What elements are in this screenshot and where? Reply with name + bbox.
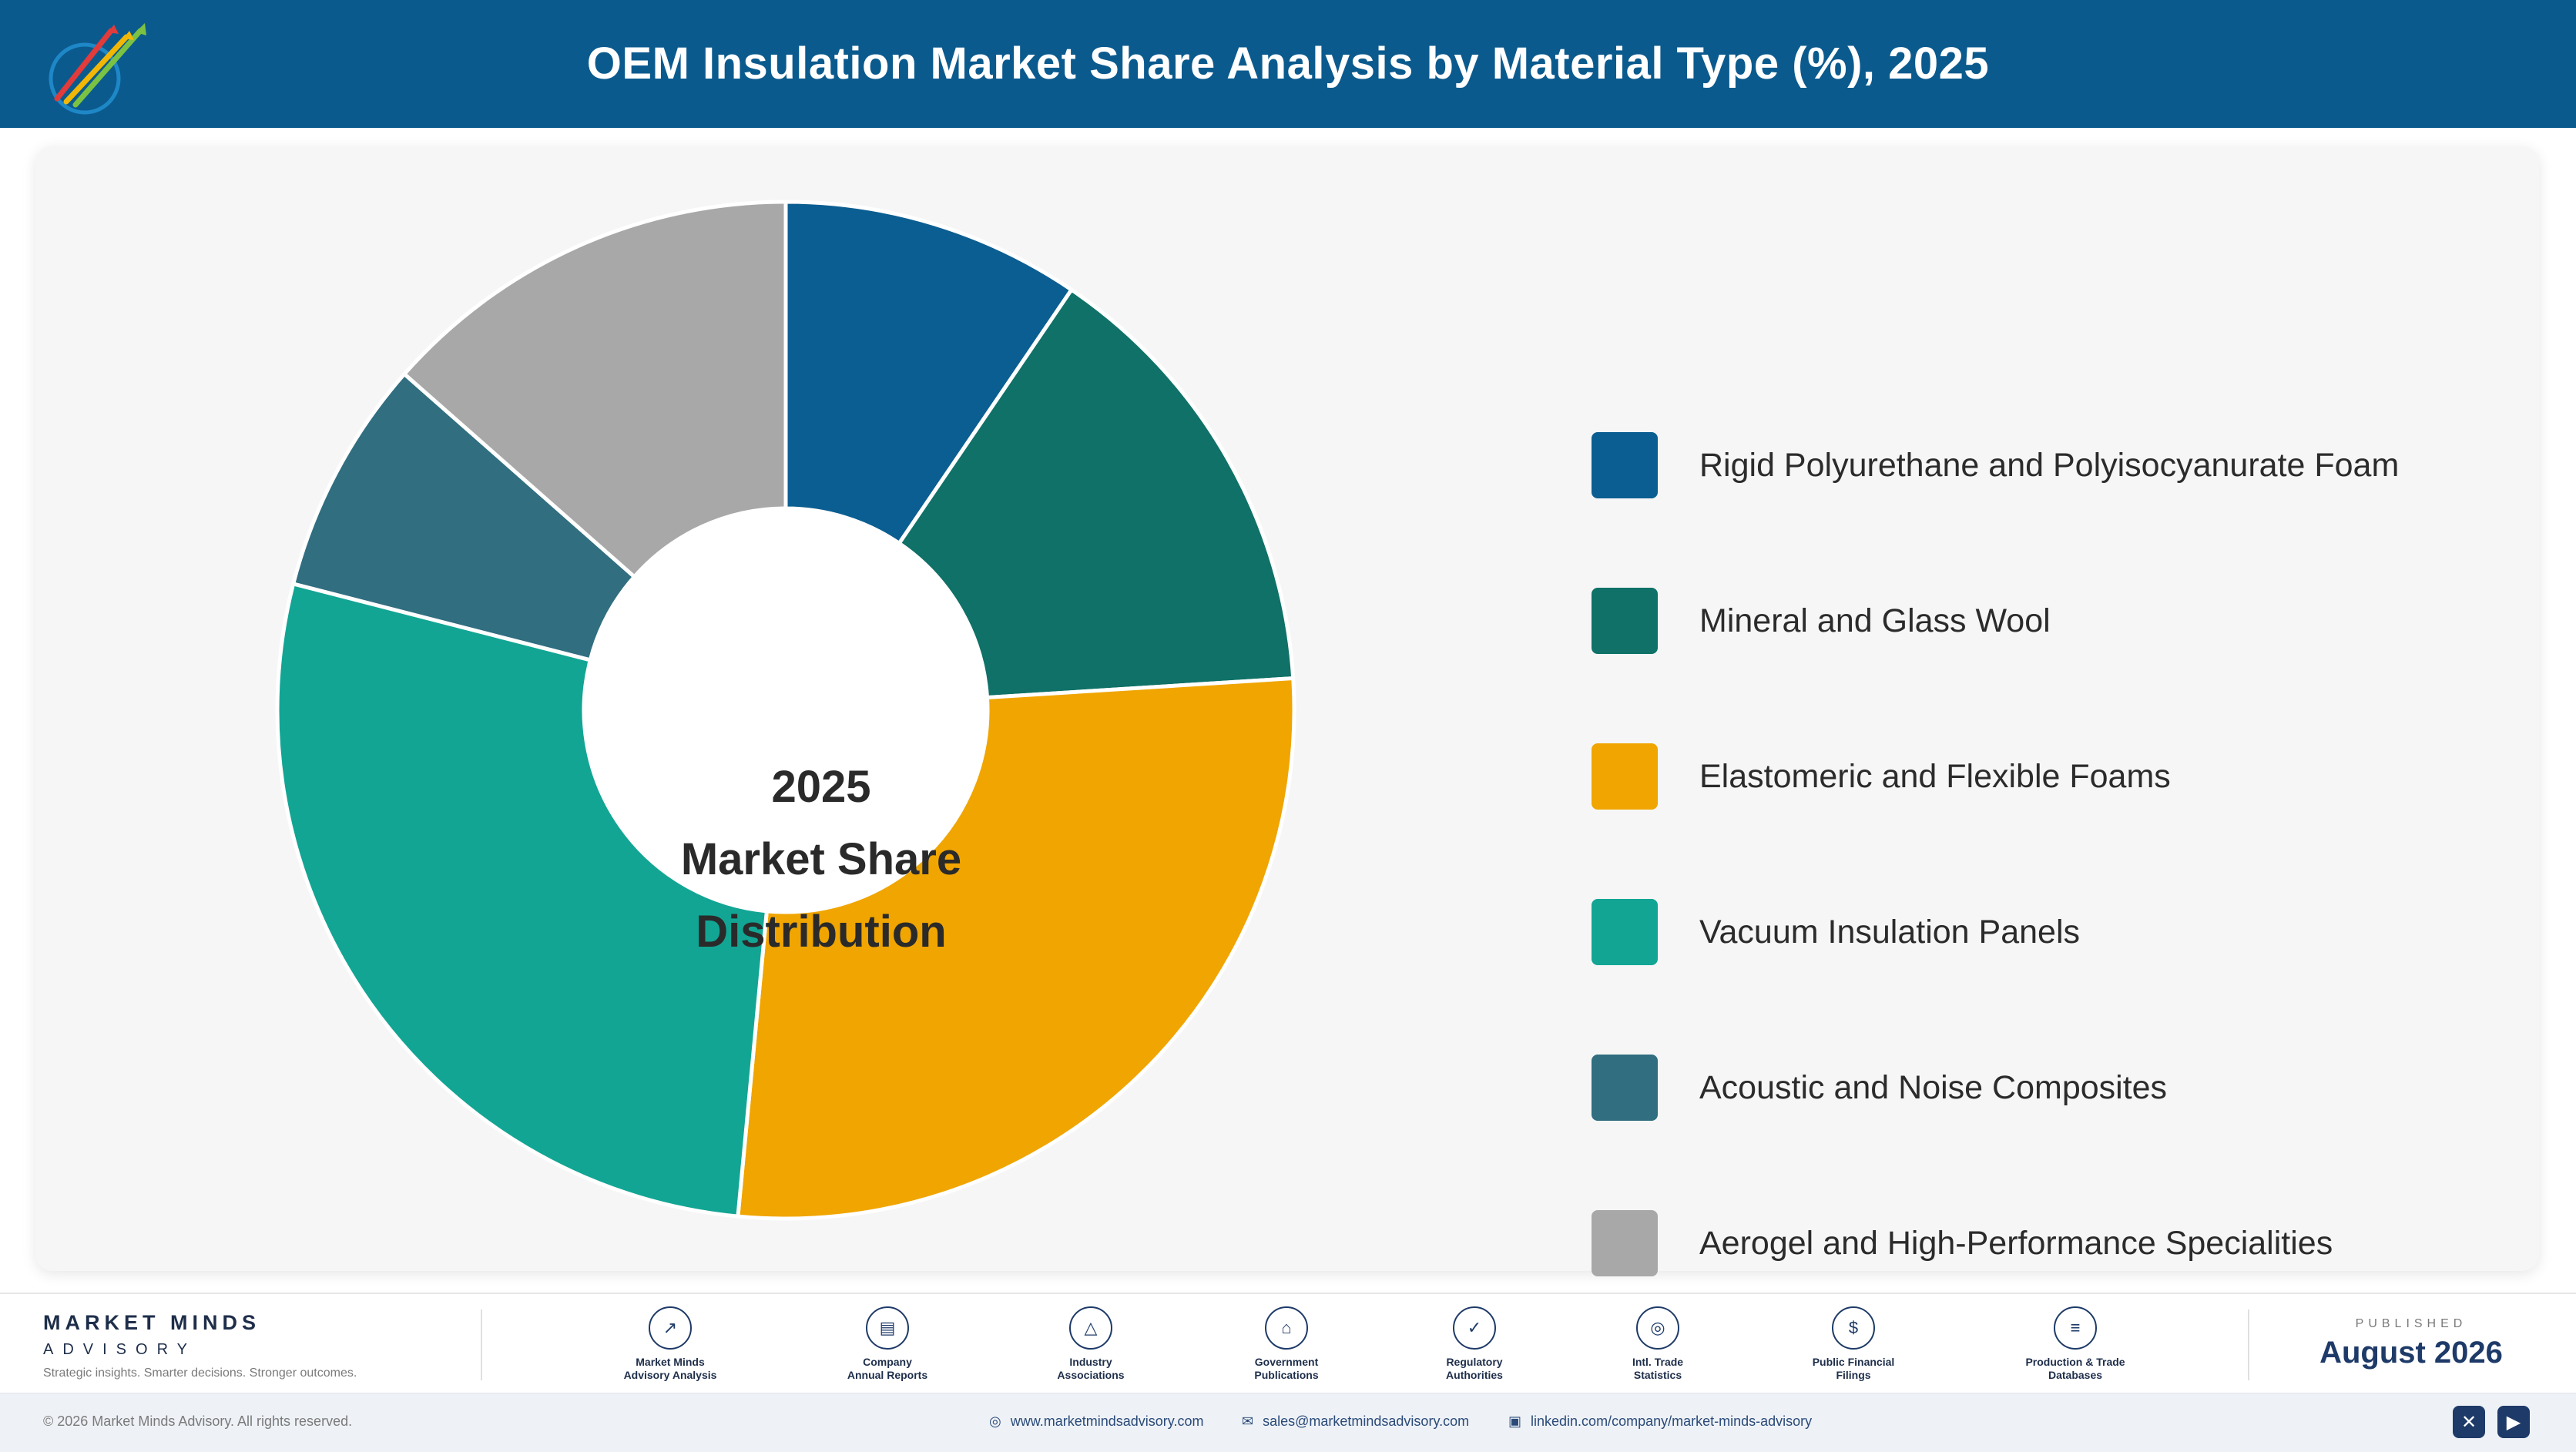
email-text: sales@marketmindsadvisory.com xyxy=(1263,1413,1470,1429)
published-block: PUBLISHED August 2026 xyxy=(2296,1317,2527,1370)
data-source-label: Company Annual Reports xyxy=(847,1356,928,1381)
data-source-label: Public Financial Filings xyxy=(1812,1356,1895,1381)
document-icon: ▤ xyxy=(866,1306,909,1350)
legend-label: Vacuum Insulation Panels xyxy=(1699,913,2080,951)
legend-item: Rigid Polyurethane and Polyisocyanurate … xyxy=(1592,431,2516,499)
donut-chart xyxy=(275,200,1296,1221)
globe-icon: ◎ xyxy=(989,1413,1001,1429)
rising-arrows-logo-icon xyxy=(49,23,146,115)
youtube-icon[interactable]: ▶ xyxy=(2497,1406,2530,1438)
data-source-item: ↗ Market Minds Advisory Analysis xyxy=(593,1306,747,1382)
legend-item: Vacuum Insulation Panels xyxy=(1592,898,2516,966)
data-source-item: ≡ Production & Trade Databases xyxy=(1998,1306,2152,1382)
data-source-item: ◎ Intl. Trade Statistics xyxy=(1581,1306,1735,1382)
network-icon: △ xyxy=(1069,1306,1112,1350)
donut-center-label: 2025 Market Share Distribution xyxy=(621,751,1021,968)
website-text: www.marketmindsadvisory.com xyxy=(1010,1413,1204,1429)
legend-swatch xyxy=(1592,1055,1658,1121)
currency-icon: $ xyxy=(1832,1306,1875,1350)
linkedin-icon: ▣ xyxy=(1508,1413,1522,1429)
data-source-label: Production & Trade Databases xyxy=(2025,1356,2125,1381)
mail-icon: ✉ xyxy=(1242,1413,1254,1429)
header-bar: OEM Insulation Market Share Analysis by … xyxy=(0,0,2576,128)
x-social-icon[interactable]: ✕ xyxy=(2453,1406,2485,1438)
brand-name: MARKET MINDS xyxy=(43,1311,260,1334)
data-source-item: ▤ Company Annual Reports xyxy=(810,1306,964,1382)
legend-label: Aerogel and High-Performance Specialitie… xyxy=(1699,1224,2333,1262)
legend-item: Mineral and Glass Wool xyxy=(1592,587,2516,655)
data-source-label: Intl. Trade Statistics xyxy=(1632,1356,1684,1381)
legend-swatch xyxy=(1592,899,1658,965)
email-link[interactable]: ✉ sales@marketmindsadvisory.com xyxy=(1242,1413,1469,1430)
data-source-item: ⌂ Government Publications xyxy=(1209,1306,1363,1382)
globe-icon: ◎ xyxy=(1636,1306,1679,1350)
legend-item: Elastomeric and Flexible Foams xyxy=(1592,743,2516,810)
donut-hole xyxy=(584,508,988,912)
linkedin-link[interactable]: ▣ linkedin.com/company/market-minds-advi… xyxy=(1508,1413,1812,1430)
legend-label: Mineral and Glass Wool xyxy=(1699,602,2051,639)
data-source-label: Government Publications xyxy=(1254,1356,1319,1381)
legend-label: Rigid Polyurethane and Polyisocyanurate … xyxy=(1699,446,2400,484)
brand-tagline: Strategic insights. Smarter decisions. S… xyxy=(43,1366,357,1380)
brand-block: MARKET MINDS ADVISORY Strategic insights… xyxy=(43,1311,357,1380)
page-title: OEM Insulation Market Share Analysis by … xyxy=(586,39,1990,89)
shield-check-icon: ✓ xyxy=(1453,1306,1496,1350)
legend-swatch xyxy=(1592,432,1658,498)
bottom-bar: © 2026 Market Minds Advisory. All rights… xyxy=(0,1393,2576,1452)
government-building-icon: ⌂ xyxy=(1265,1306,1308,1350)
website-link[interactable]: ◎ www.marketmindsadvisory.com xyxy=(989,1413,1203,1430)
center-label-line3: Distribution xyxy=(696,907,947,957)
center-label-line2: Market Share xyxy=(680,834,962,884)
data-source-label: Market Minds Advisory Analysis xyxy=(623,1356,717,1381)
data-source-item: ✓ Regulatory Authorities xyxy=(1397,1306,1551,1382)
database-icon: ≡ xyxy=(2054,1306,2097,1350)
legend-swatch xyxy=(1592,743,1658,810)
copyright: © 2026 Market Minds Advisory. All rights… xyxy=(43,1413,353,1429)
legend-swatch xyxy=(1592,1210,1658,1276)
data-source-item: △ Industry Associations xyxy=(1014,1306,1168,1382)
published-label: PUBLISHED xyxy=(2355,1317,2467,1330)
data-source-label: Regulatory Authorities xyxy=(1446,1356,1503,1381)
data-sources: ↗ Market Minds Advisory Analysis ▤ Company … xyxy=(539,1306,2203,1383)
data-source-item: $ Public Financial Filings xyxy=(1776,1306,1930,1382)
legend-label: Elastomeric and Flexible Foams xyxy=(1699,757,2171,795)
legend-label: Acoustic and Noise Composites xyxy=(1699,1068,2168,1106)
center-label-year: 2025 xyxy=(771,762,871,812)
trend-chart-icon: ↗ xyxy=(649,1306,692,1350)
legend-item: Aerogel and High-Performance Specialitie… xyxy=(1592,1209,2516,1277)
footer: MARKET MINDS ADVISORY Strategic insights… xyxy=(0,1293,2576,1452)
data-source-label: Industry Associations xyxy=(1057,1356,1125,1381)
divider xyxy=(2248,1309,2249,1380)
divider xyxy=(481,1309,482,1380)
published-date: August 2026 xyxy=(2319,1336,2503,1370)
legend-swatch xyxy=(1592,588,1658,654)
legend-item: Acoustic and Noise Composites xyxy=(1592,1054,2516,1122)
chart-card: 2025 Market Share Distribution Rigid Pol… xyxy=(35,146,2539,1276)
linkedin-text: linkedin.com/company/market-minds-adviso… xyxy=(1531,1413,1813,1429)
brand-sub: ADVISORY xyxy=(43,1341,196,1358)
